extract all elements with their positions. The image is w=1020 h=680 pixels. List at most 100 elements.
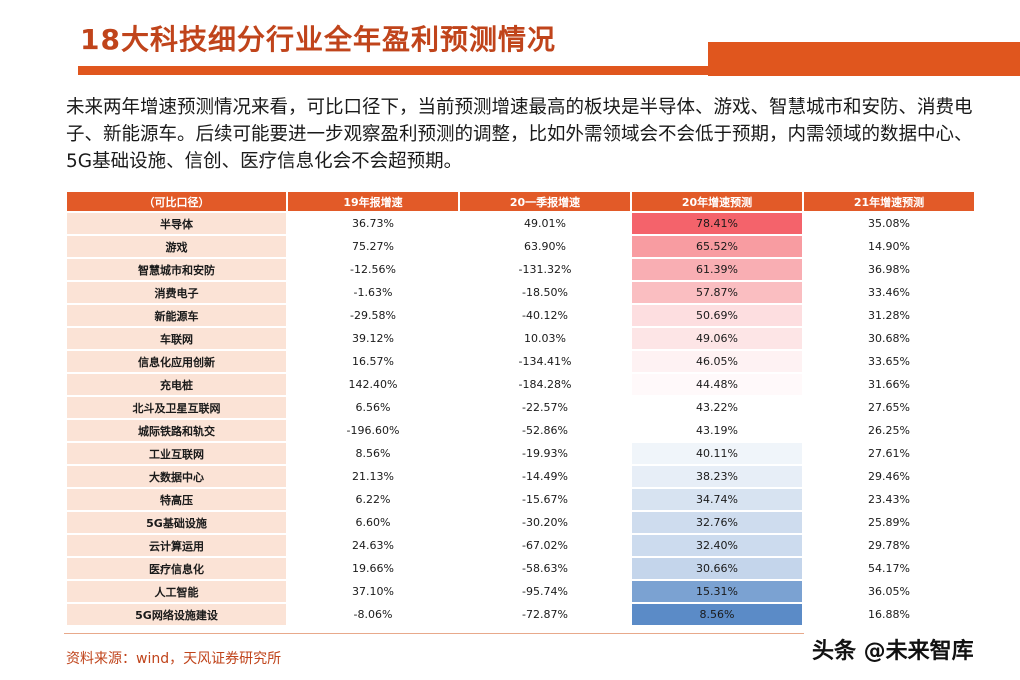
row-sector-name: 大数据中心 [67, 466, 286, 487]
cell-2019-growth: 142.40% [288, 374, 458, 395]
table-row: 北斗及卫星互联网 6.56% -22.57% 43.22% 27.65% [67, 397, 974, 418]
row-sector-name: 人工智能 [67, 581, 286, 602]
row-sector-name: 半导体 [67, 213, 286, 234]
header-2021-forecast: 21年增速预测 [804, 192, 974, 211]
cell-2019-growth: 36.73% [288, 213, 458, 234]
cell-2021-forecast: 35.08% [804, 213, 974, 234]
cell-2020q1-growth: -30.20% [460, 512, 630, 533]
cell-2019-growth: 8.56% [288, 443, 458, 464]
cell-2020q1-growth: -184.28% [460, 374, 630, 395]
cell-2021-forecast: 33.65% [804, 351, 974, 372]
row-sector-name: 城际铁路和轨交 [67, 420, 286, 441]
cell-2021-forecast: 25.89% [804, 512, 974, 533]
cell-2021-forecast: 26.25% [804, 420, 974, 441]
cell-2020-forecast: 78.41% [632, 213, 802, 234]
cell-2021-forecast: 27.61% [804, 443, 974, 464]
row-sector-name: 消费电子 [67, 282, 286, 303]
cell-2020-forecast: 61.39% [632, 259, 802, 280]
table-row: 游戏 75.27% 63.90% 65.52% 14.90% [67, 236, 974, 257]
cell-2021-forecast: 30.68% [804, 328, 974, 349]
cell-2020q1-growth: -131.32% [460, 259, 630, 280]
cell-2019-growth: 21.13% [288, 466, 458, 487]
cell-2019-growth: 6.60% [288, 512, 458, 533]
table-row: 信息化应用创新 16.57% -134.41% 46.05% 33.65% [67, 351, 974, 372]
table-row: 车联网 39.12% 10.03% 49.06% 30.68% [67, 328, 974, 349]
cell-2019-growth: -196.60% [288, 420, 458, 441]
cell-2020q1-growth: 10.03% [460, 328, 630, 349]
table-row: 医疗信息化 19.66% -58.63% 30.66% 54.17% [67, 558, 974, 579]
title-underline-bar [78, 66, 708, 75]
footer-divider [64, 633, 804, 634]
intro-paragraph: 未来两年增速预测情况来看，可比口径下，当前预测增速最高的板块是半导体、游戏、智慧… [66, 97, 973, 172]
cell-2020q1-growth: -40.12% [460, 305, 630, 326]
cell-2021-forecast: 23.43% [804, 489, 974, 510]
cell-2019-growth: 16.57% [288, 351, 458, 372]
row-sector-name: 医疗信息化 [67, 558, 286, 579]
cell-2020-forecast: 30.66% [632, 558, 802, 579]
table-row: 大数据中心 21.13% -14.49% 38.23% 29.46% [67, 466, 974, 487]
cell-2020-forecast: 15.31% [632, 581, 802, 602]
table-row: 5G网络设施建设 -8.06% -72.87% 8.56% 16.88% [67, 604, 974, 625]
cell-2019-growth: -1.63% [288, 282, 458, 303]
cell-2020-forecast: 34.74% [632, 489, 802, 510]
slide-title: 18大科技细分行业全年盈利预测情况 [80, 23, 556, 56]
row-sector-name: 车联网 [67, 328, 286, 349]
cell-2021-forecast: 31.28% [804, 305, 974, 326]
table-row: 人工智能 37.10% -95.74% 15.31% 36.05% [67, 581, 974, 602]
cell-2020q1-growth: 63.90% [460, 236, 630, 257]
cell-2020q1-growth: -18.50% [460, 282, 630, 303]
row-sector-name: 信息化应用创新 [67, 351, 286, 372]
row-sector-name: 5G网络设施建设 [67, 604, 286, 625]
title-accent-block [708, 42, 1020, 76]
cell-2019-growth: 24.63% [288, 535, 458, 556]
table-row: 城际铁路和轨交 -196.60% -52.86% 43.19% 26.25% [67, 420, 974, 441]
cell-2019-growth: 39.12% [288, 328, 458, 349]
cell-2020-forecast: 46.05% [632, 351, 802, 372]
cell-2021-forecast: 36.05% [804, 581, 974, 602]
row-sector-name: 充电桩 [67, 374, 286, 395]
table-row: 特高压 6.22% -15.67% 34.74% 23.43% [67, 489, 974, 510]
cell-2020q1-growth: -95.74% [460, 581, 630, 602]
cell-2021-forecast: 36.98% [804, 259, 974, 280]
header-caliber: （可比口径） [67, 192, 286, 211]
cell-2020-forecast: 44.48% [632, 374, 802, 395]
cell-2019-growth: -12.56% [288, 259, 458, 280]
cell-2021-forecast: 33.46% [804, 282, 974, 303]
cell-2020-forecast: 38.23% [632, 466, 802, 487]
cell-2020-forecast: 65.52% [632, 236, 802, 257]
cell-2020q1-growth: -15.67% [460, 489, 630, 510]
row-sector-name: 北斗及卫星互联网 [67, 397, 286, 418]
cell-2020-forecast: 43.19% [632, 420, 802, 441]
cell-2020-forecast: 40.11% [632, 443, 802, 464]
cell-2019-growth: 6.56% [288, 397, 458, 418]
cell-2021-forecast: 29.46% [804, 466, 974, 487]
cell-2020-forecast: 32.40% [632, 535, 802, 556]
cell-2021-forecast: 29.78% [804, 535, 974, 556]
cell-2021-forecast: 27.65% [804, 397, 974, 418]
table-row: 5G基础设施 6.60% -30.20% 32.76% 25.89% [67, 512, 974, 533]
forecast-table: （可比口径） 19年报增速 20一季报增速 20年增速预测 21年增速预测 半导… [65, 190, 976, 627]
table-header-row: （可比口径） 19年报增速 20一季报增速 20年增速预测 21年增速预测 [67, 192, 974, 211]
cell-2020q1-growth: -52.86% [460, 420, 630, 441]
row-sector-name: 特高压 [67, 489, 286, 510]
cell-2020-forecast: 57.87% [632, 282, 802, 303]
cell-2021-forecast: 14.90% [804, 236, 974, 257]
cell-2020q1-growth: -58.63% [460, 558, 630, 579]
table-row: 云计算运用 24.63% -67.02% 32.40% 29.78% [67, 535, 974, 556]
cell-2020-forecast: 50.69% [632, 305, 802, 326]
cell-2021-forecast: 16.88% [804, 604, 974, 625]
cell-2020q1-growth: -19.93% [460, 443, 630, 464]
row-sector-name: 新能源车 [67, 305, 286, 326]
cell-2019-growth: 6.22% [288, 489, 458, 510]
table-row: 新能源车 -29.58% -40.12% 50.69% 31.28% [67, 305, 974, 326]
table-row: 充电桩 142.40% -184.28% 44.48% 31.66% [67, 374, 974, 395]
cell-2020q1-growth: -14.49% [460, 466, 630, 487]
cell-2020q1-growth: -72.87% [460, 604, 630, 625]
cell-2019-growth: -29.58% [288, 305, 458, 326]
row-sector-name: 游戏 [67, 236, 286, 257]
cell-2021-forecast: 31.66% [804, 374, 974, 395]
cell-2020-forecast: 8.56% [632, 604, 802, 625]
header-2020-forecast: 20年增速预测 [632, 192, 802, 211]
cell-2020q1-growth: -22.57% [460, 397, 630, 418]
row-sector-name: 云计算运用 [67, 535, 286, 556]
